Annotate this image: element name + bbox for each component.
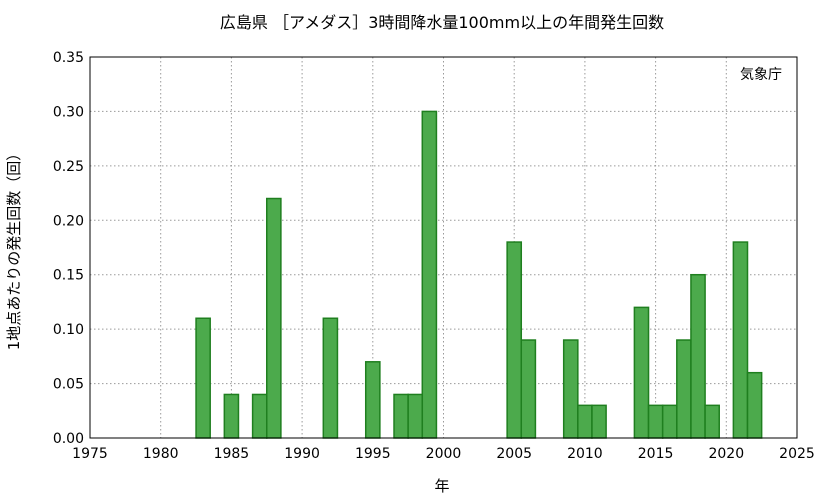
- y-tick-label: 0.20: [53, 213, 84, 229]
- x-tick-label: 1995: [355, 446, 391, 462]
- bar-2021: [732, 241, 749, 439]
- bar-2006: [520, 339, 537, 439]
- plot-frame: [89, 56, 798, 439]
- bar-2005: [506, 241, 523, 439]
- bar-2010: [577, 404, 593, 439]
- y-tick-label: 0.00: [53, 431, 84, 447]
- bars: [195, 110, 763, 439]
- source-annotation: 気象庁: [740, 67, 782, 83]
- chart-title: 広島県 ［アメダス］3時間降水量100mm以上の年間発生回数: [220, 13, 664, 32]
- x-tick-labels: 1975 1980 1985 1990 1995 2000 2005 2010 2015 2020…: [72, 446, 815, 462]
- bar-1995: [364, 361, 381, 439]
- x-tick-label: 2010: [567, 446, 603, 462]
- bar-1999: [421, 110, 438, 439]
- x-axis-label: 年: [434, 477, 449, 495]
- bar-2019: [704, 404, 720, 439]
- y-tick-label: 0.35: [53, 50, 84, 66]
- y-tick-label: 0.30: [53, 104, 84, 120]
- bar-2009: [562, 339, 579, 439]
- y-tick-label: 0.10: [53, 322, 84, 338]
- y-tick-labels: 0.00 0.05 0.10 0.15 0.20 0.25 0.30 0.35: [53, 50, 84, 447]
- bar-1998: [407, 393, 424, 439]
- bar-2018: [690, 273, 706, 439]
- bar-2017: [676, 339, 692, 439]
- bar-2014: [633, 306, 650, 439]
- bar-1987: [251, 393, 268, 439]
- y-tick-label: 0.15: [53, 268, 84, 284]
- bar-2015: [647, 404, 664, 439]
- bar-2016: [661, 404, 678, 439]
- bar-2011: [591, 404, 607, 439]
- y-tick-label: 0.05: [53, 377, 84, 393]
- x-tick-label: 2020: [708, 446, 744, 462]
- x-tick-label: 1990: [284, 446, 320, 462]
- y-tick-label: 0.25: [53, 159, 84, 175]
- bar-1983: [195, 317, 211, 439]
- bar-1992: [322, 317, 339, 439]
- x-tick-label: 2000: [426, 446, 462, 462]
- x-tick-label: 1980: [143, 446, 179, 462]
- y-axis-label: 1地点あたりの発生回数（回）: [5, 146, 23, 351]
- bar-1988: [266, 197, 282, 439]
- x-tick-label: 1975: [72, 446, 108, 462]
- bar-1997: [393, 393, 409, 439]
- bar-2022: [746, 371, 763, 439]
- x-tick-label: 2005: [496, 446, 532, 462]
- x-tick-label: 2015: [638, 446, 674, 462]
- x-tick-label: 2025: [779, 446, 815, 462]
- x-tick-label: 1985: [214, 446, 250, 462]
- bar-1985: [223, 393, 240, 439]
